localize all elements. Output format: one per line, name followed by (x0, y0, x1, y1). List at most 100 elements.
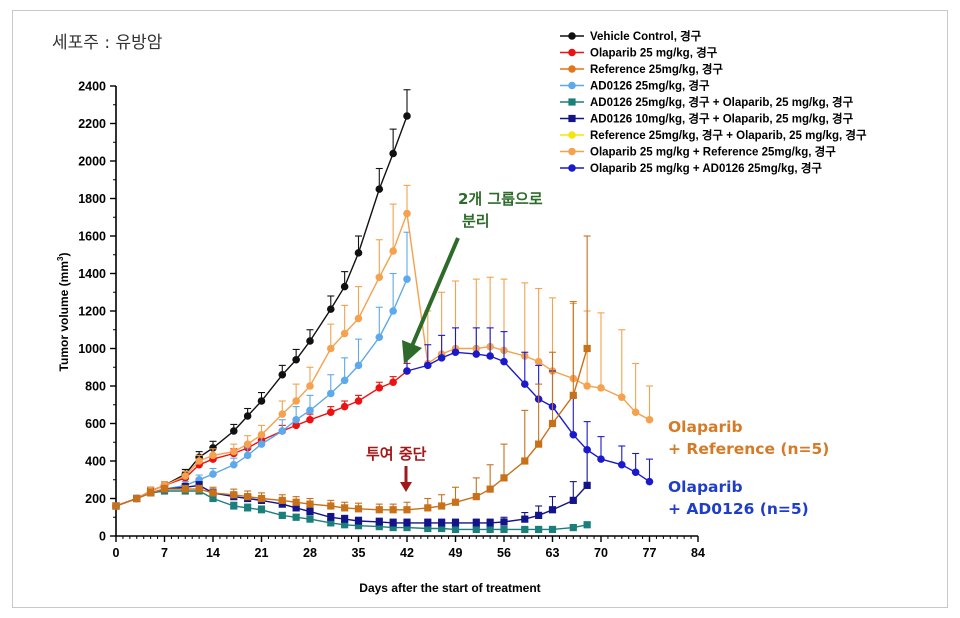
data-point (645, 415, 654, 424)
data-point (472, 525, 480, 534)
data-point (548, 506, 557, 514)
data-point (472, 493, 480, 501)
x-tick-label: 28 (303, 546, 317, 560)
data-point (583, 521, 591, 529)
data-point (340, 376, 349, 385)
data-point (569, 430, 578, 439)
data-point (306, 337, 314, 345)
legend: Vehicle Control, 경구 Olaparib 25 mg/kg, 경구… (560, 29, 867, 175)
data-point (195, 485, 203, 493)
data-point (292, 498, 300, 506)
data-point (306, 382, 314, 390)
data-point (375, 273, 384, 282)
legend-item: Reference 25mg/kg, 경구 (560, 62, 723, 76)
data-point (181, 485, 189, 493)
data-point (354, 517, 363, 525)
data-point (486, 519, 494, 527)
y-tick-label: 1800 (78, 192, 106, 206)
data-point (486, 352, 494, 360)
data-point (375, 506, 383, 514)
data-point (424, 524, 432, 533)
y-tick-label: 1000 (78, 342, 106, 356)
data-point (292, 421, 300, 430)
data-point (292, 397, 300, 405)
legend-marker (568, 114, 576, 123)
data-point (569, 391, 577, 399)
data-point (292, 355, 300, 364)
data-point (229, 447, 238, 456)
data-point (375, 518, 383, 526)
legend-item: Olaparib 25 mg/kg + AD0126 25mg/kg, 경구 (560, 161, 822, 175)
y-tick-label: 400 (85, 455, 106, 469)
legend-marker (568, 164, 576, 172)
series-4 (112, 486, 591, 534)
data-point (341, 515, 349, 523)
data-point (278, 370, 287, 379)
data-point (472, 350, 481, 358)
data-point (389, 307, 397, 315)
data-point (403, 506, 411, 514)
data-point (375, 333, 384, 342)
data-point (424, 504, 432, 512)
y-tick-label: 2000 (78, 155, 106, 169)
data-point (500, 474, 508, 482)
data-point (535, 440, 543, 448)
legend-label: Reference 25mg/kg, 경구 + Olaparib, 25 mg/… (590, 128, 867, 142)
data-point (583, 445, 591, 454)
data-point (389, 247, 397, 255)
legend-marker (568, 131, 576, 139)
data-point (327, 502, 335, 510)
data-point (326, 305, 335, 313)
legend-marker (568, 98, 576, 106)
data-point (597, 455, 605, 463)
data-point (209, 489, 217, 497)
data-point (520, 380, 529, 388)
legend-label: AD0126 25mg/kg, 경구 + Olaparib, 25 mg/kg,… (590, 95, 854, 109)
legend-marker (568, 81, 576, 90)
x-tick-label: 63 (546, 546, 560, 560)
data-point (521, 525, 529, 534)
data-point (292, 415, 300, 424)
data-point (389, 519, 397, 527)
data-point (375, 523, 383, 531)
data-point (631, 408, 640, 417)
series-line (115, 213, 650, 507)
y-axis-label: Tumor volume (mm3) (56, 253, 71, 372)
y-axis-label-sup: 3 (56, 256, 65, 261)
data-point (438, 519, 446, 527)
data-point (340, 329, 349, 338)
data-point (230, 491, 238, 499)
data-point (389, 378, 397, 387)
y-axis-label-close: ) (57, 253, 71, 257)
x-axis-label: Days after the start of treatment (359, 581, 540, 595)
x-tick-label: 77 (643, 546, 657, 560)
split-annotation-line2: 분리 (462, 212, 490, 230)
legend-label: Olaparib 25 mg/kg + AD0126 25mg/kg, 경구 (590, 161, 822, 175)
data-point (451, 525, 460, 534)
data-point (195, 457, 203, 465)
group2-label-line2: + AD0126 (n=5) (668, 500, 809, 518)
x-tick-label: 56 (497, 546, 511, 560)
x-tick-label: 84 (691, 546, 705, 560)
data-point (229, 427, 238, 435)
y-tick-label: 1400 (78, 267, 106, 281)
data-point (133, 494, 141, 503)
data-point (521, 515, 529, 523)
axes: 0 200 400 600 800 1000 1200 1400 1600 1800 2000 220… (78, 80, 705, 561)
data-point (209, 451, 217, 460)
legend-marker (568, 147, 576, 156)
legend-label: AD0126 10mg/kg, 경구 + Olaparib, 25 mg/kg,… (590, 112, 854, 126)
data-point (327, 513, 335, 521)
data-point (389, 149, 397, 158)
data-point (306, 508, 314, 516)
data-point (535, 525, 543, 534)
plot-area (112, 89, 654, 534)
data-point (306, 515, 314, 523)
data-point (486, 485, 494, 493)
split-annotation-line1: 2개 그룹으로 (458, 190, 543, 208)
stop-arrow (400, 466, 412, 492)
legend-marker (568, 65, 576, 73)
data-point (278, 496, 286, 504)
data-point (230, 502, 238, 510)
